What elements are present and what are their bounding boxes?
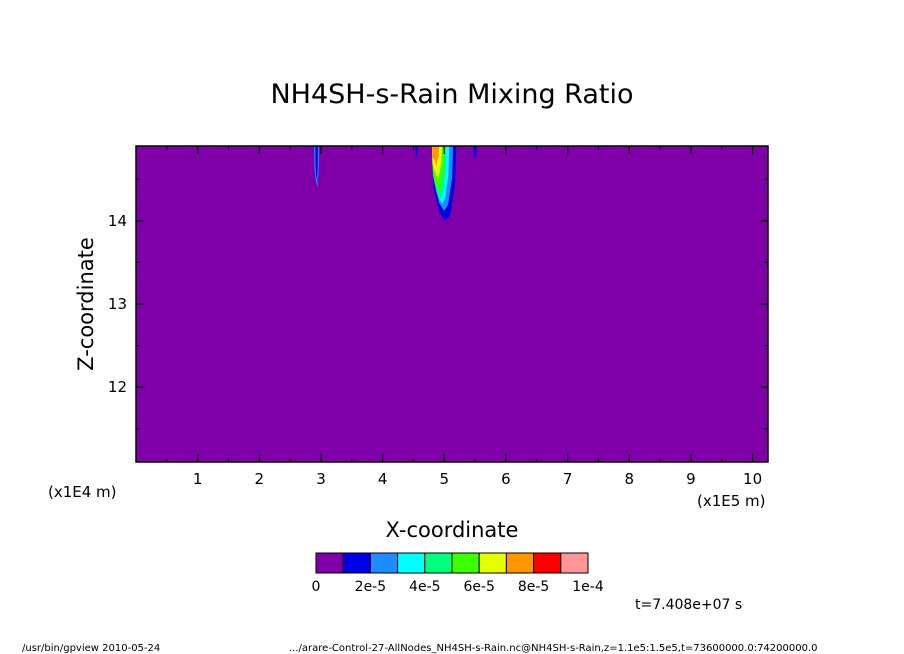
colorbar-labels: 0 2e-5 4e-5 6e-5 8e-5 1e-4 [312, 579, 604, 595]
colorbar-label: 8e-5 [518, 579, 549, 595]
x-tick-label: 1 [193, 470, 203, 488]
y-tick-label: 14 [108, 212, 127, 230]
colorbar-label: 6e-5 [463, 579, 494, 595]
x-tick-label: 3 [316, 470, 326, 488]
colorbar-swatch [315, 552, 344, 574]
colorbar-swatch [505, 552, 535, 574]
x-tick-label: 2 [255, 470, 265, 488]
colorbar-swatch [533, 552, 562, 574]
plume-3 [473, 146, 477, 163]
y-tick-label: 12 [108, 378, 127, 396]
x-tick-label: 5 [440, 470, 450, 488]
x-tick-label: 10 [743, 470, 762, 488]
plume-1-inner [315, 146, 318, 184]
colorbar-swatch [424, 552, 453, 574]
x-unit-note: (x1E5 m) [697, 492, 766, 510]
colorbar-label: 1e-4 [572, 579, 604, 595]
x-axis-title: X-coordinate [386, 518, 519, 542]
x-tick-label: 4 [378, 470, 388, 488]
chart-title: NH4SH-s-Rain Mixing Ratio [270, 79, 633, 110]
colorbar-swatch [397, 552, 426, 574]
y-tick-labels: 12 13 14 [108, 212, 127, 396]
colorbar-label: 0 [312, 579, 321, 595]
x-tick-label: 7 [563, 470, 573, 488]
colorbar-swatch [342, 552, 371, 574]
x-tick-label: 6 [501, 470, 511, 488]
plume-2-side [415, 146, 418, 161]
time-label: t=7.408e+07 s [635, 597, 742, 613]
colorbar-label: 4e-5 [409, 579, 440, 595]
x-tick-label: 8 [624, 470, 634, 488]
footer-right: .../arare-Control-27-AllNodes_NH4SH-s-Ra… [289, 643, 818, 654]
x-tick-label: 9 [686, 470, 696, 488]
colorbar-swatch [369, 552, 399, 574]
plume-2-level-7 [432, 146, 440, 167]
colorbar [315, 552, 589, 574]
contour-features [314, 146, 477, 221]
colorbar-swatch [478, 552, 507, 574]
x-tick-labels: 1 2 3 4 5 6 7 8 9 10 [193, 470, 762, 488]
colorbar-swatch [560, 552, 589, 574]
axis-ticks [136, 146, 768, 462]
y-unit-note: (x1E4 m) [48, 483, 117, 501]
footer-left: /usr/bin/gpview 2010-05-24 [22, 643, 160, 654]
colorbar-swatch [451, 552, 480, 574]
y-tick-label: 13 [108, 295, 127, 313]
colorbar-label: 2e-5 [355, 579, 386, 595]
y-axis-title: Z-coordinate [74, 237, 98, 371]
